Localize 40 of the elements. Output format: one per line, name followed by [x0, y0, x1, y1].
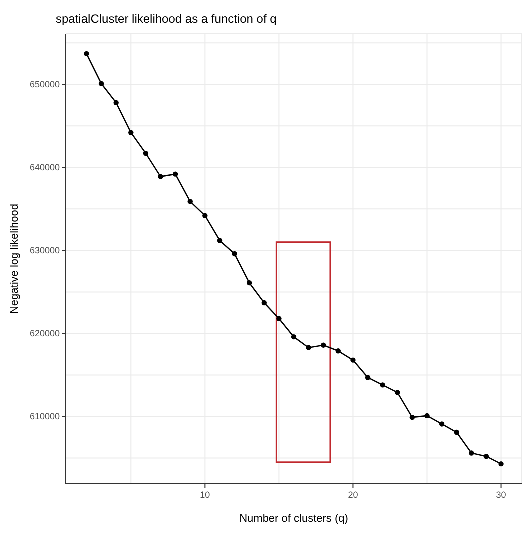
point: [439, 422, 445, 427]
point: [395, 390, 400, 396]
point: [84, 51, 90, 57]
point: [498, 461, 504, 467]
point: [158, 174, 164, 180]
point: [454, 430, 460, 436]
y-tick-label: 650000: [30, 80, 60, 90]
point: [321, 342, 326, 348]
point: [98, 81, 104, 86]
x-tick-label: 10: [200, 490, 210, 500]
point: [202, 213, 208, 218]
point: [469, 450, 474, 456]
point: [306, 345, 312, 350]
point: [365, 375, 371, 380]
y-tick-label: 630000: [30, 246, 60, 256]
point: [246, 280, 252, 286]
y-tick-label: 620000: [30, 328, 60, 339]
point: [336, 348, 342, 354]
point: [291, 334, 297, 340]
point: [114, 100, 119, 106]
y-tick-label: 640000: [30, 162, 60, 173]
chart-title: spatialCluster likelihood as a function of q: [55, 11, 278, 28]
x-axis-title: Number of clusters (q): [240, 513, 348, 525]
point: [380, 382, 386, 388]
point: [350, 358, 356, 363]
point: [410, 414, 416, 420]
point: [276, 316, 282, 322]
point: [128, 130, 134, 136]
y-axis-title: Negative log likelihood: [8, 204, 21, 314]
point: [262, 300, 267, 306]
y-tick-label: 610000: [30, 412, 60, 422]
point: [172, 172, 178, 177]
point: [143, 150, 149, 156]
x-tick-label: 30: [496, 490, 506, 500]
point: [232, 251, 238, 257]
point: [484, 454, 490, 460]
point: [424, 413, 430, 419]
point: [217, 238, 223, 244]
point: [188, 199, 193, 204]
x-tick-label: 20: [348, 490, 358, 500]
